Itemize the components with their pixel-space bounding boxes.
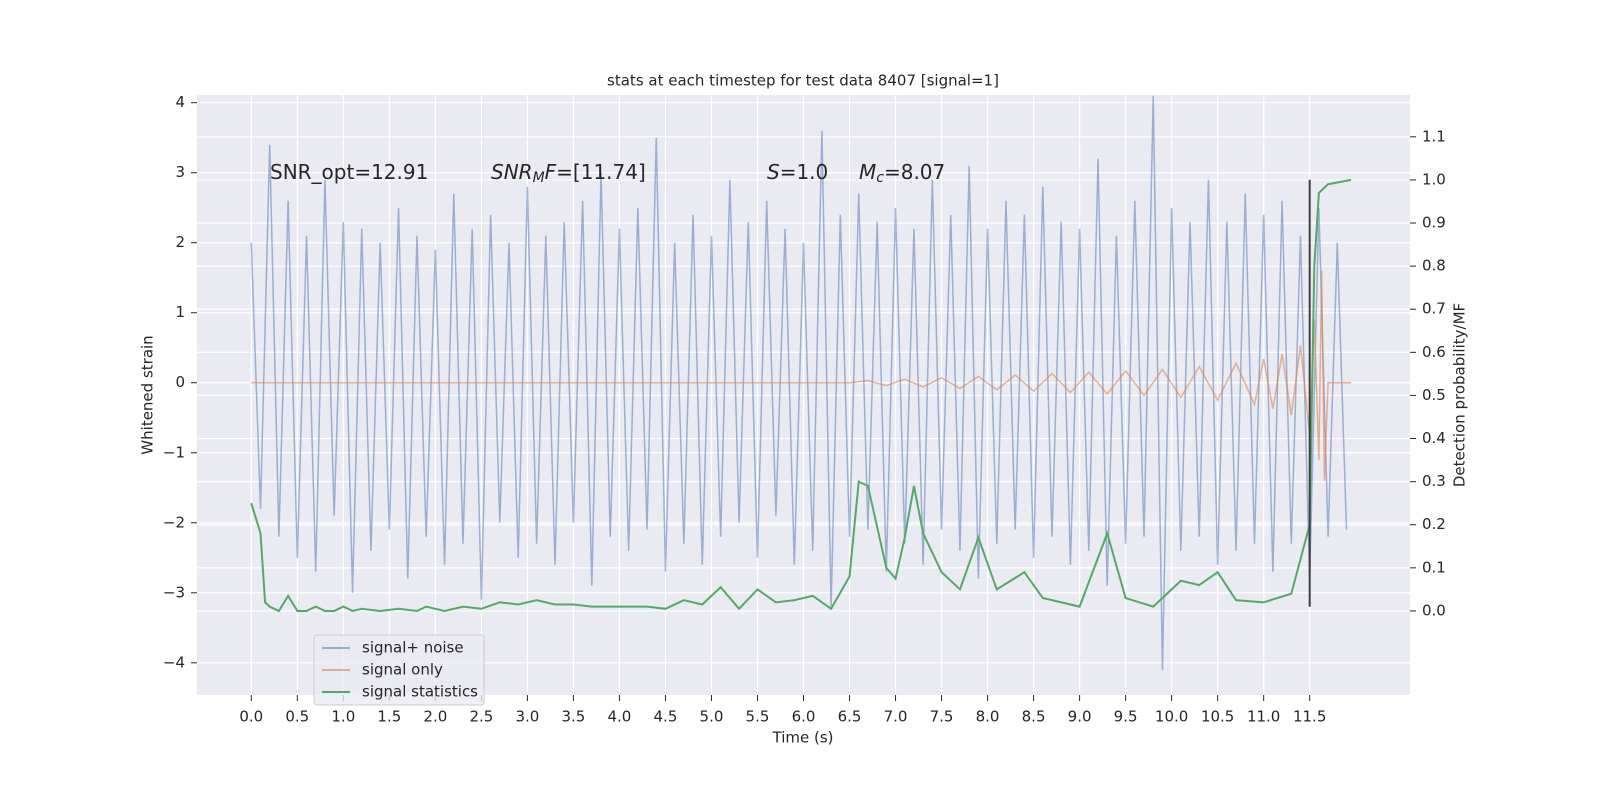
- x-tick-label: 5.0: [700, 708, 724, 726]
- annotation-part: =[11.74]: [556, 160, 646, 184]
- y2-tick-label: 0.8: [1422, 257, 1446, 275]
- y-tick-label: 4: [175, 93, 185, 111]
- x-tick-label: 1.5: [377, 708, 401, 726]
- annotation: Mc=8.07: [859, 160, 945, 187]
- y2-tick-label: 1.0: [1422, 170, 1446, 188]
- annotation-part: =8.07: [884, 160, 945, 184]
- series-line: [250, 95, 1348, 670]
- x-tick-label: 9.0: [1068, 708, 1092, 726]
- annotation-part: M: [533, 170, 545, 186]
- x-tick-label: 0.5: [285, 708, 309, 726]
- y-tick-label: 1: [175, 303, 185, 321]
- y-tick-label: −1: [163, 443, 185, 461]
- y-axis-label: Whitened strain: [139, 335, 157, 454]
- series-line: [250, 178, 1352, 613]
- y2-tick-label: 0.0: [1422, 601, 1446, 619]
- y-tick-label: 3: [175, 163, 185, 181]
- legend-label: signal statistics: [362, 683, 478, 701]
- x-tick-label: 11.5: [1293, 708, 1326, 726]
- x-tick-label: 6.5: [838, 708, 862, 726]
- x-tick-label: 11.0: [1247, 708, 1280, 726]
- x-tick-label: 8.0: [976, 708, 1000, 726]
- legend-label: signal+ noise: [362, 639, 464, 657]
- y-tick-label: 2: [175, 233, 185, 251]
- x-tick-label: 9.5: [1114, 708, 1138, 726]
- annotation-part: M: [859, 160, 876, 184]
- x-tick-label: 7.5: [930, 708, 954, 726]
- x-tick-label: 3.0: [515, 708, 539, 726]
- annotation-part: SNR: [491, 160, 533, 184]
- x-tick-label: 8.5: [1022, 708, 1046, 726]
- y2-tick-label: 0.5: [1422, 386, 1446, 404]
- y2-tick-label: 0.7: [1422, 300, 1446, 318]
- y2-tick-label: 0.4: [1422, 429, 1446, 447]
- y2-tick-label: 0.2: [1422, 515, 1446, 533]
- y-tick-label: −2: [163, 513, 185, 531]
- y-tick-label: −4: [163, 653, 185, 671]
- annotation-part: =1.0: [780, 160, 829, 184]
- x-tick-label: 10.0: [1155, 708, 1188, 726]
- x-tick-label: 6.0: [792, 708, 816, 726]
- x-tick-label: 4.5: [654, 708, 678, 726]
- x-tick-label: 7.0: [884, 708, 908, 726]
- annotation-part: S: [767, 160, 780, 184]
- y2-tick-label: 1.1: [1422, 127, 1446, 145]
- annotation: SNR_opt=12.91: [270, 160, 428, 184]
- chart-title: stats at each timestep for test data 840…: [607, 72, 999, 90]
- y-tick-label: −3: [163, 583, 185, 601]
- x-tick-label: 1.0: [331, 708, 355, 726]
- x-axis-label: Time (s): [772, 729, 834, 747]
- legend-box: [313, 634, 485, 706]
- x-tick-label: 5.5: [746, 708, 770, 726]
- annotation: S=1.0: [767, 160, 828, 184]
- y2-axis-label: Detection probability/MF: [1451, 303, 1469, 487]
- x-tick-label: 2.5: [469, 708, 493, 726]
- annotation-part: c: [876, 170, 884, 186]
- x-tick-label: 0.0: [239, 708, 263, 726]
- annotation-part: F: [545, 160, 557, 184]
- y2-tick-label: 0.1: [1422, 558, 1446, 576]
- x-tick-label: 3.5: [561, 708, 585, 726]
- y2-tick-label: 0.9: [1422, 214, 1446, 232]
- legend-label: signal only: [362, 661, 443, 679]
- annotation-part: SNR_opt=12.91: [270, 160, 428, 184]
- y2-tick-label: 0.6: [1422, 343, 1446, 361]
- x-tick-label: 4.0: [608, 708, 632, 726]
- x-tick-label: 2.0: [423, 708, 447, 726]
- y-tick-label: 0: [175, 373, 185, 391]
- x-tick-label: 10.5: [1201, 708, 1234, 726]
- annotation: SNRMF=[11.74]: [491, 160, 646, 187]
- y2-tick-label: 0.3: [1422, 472, 1446, 490]
